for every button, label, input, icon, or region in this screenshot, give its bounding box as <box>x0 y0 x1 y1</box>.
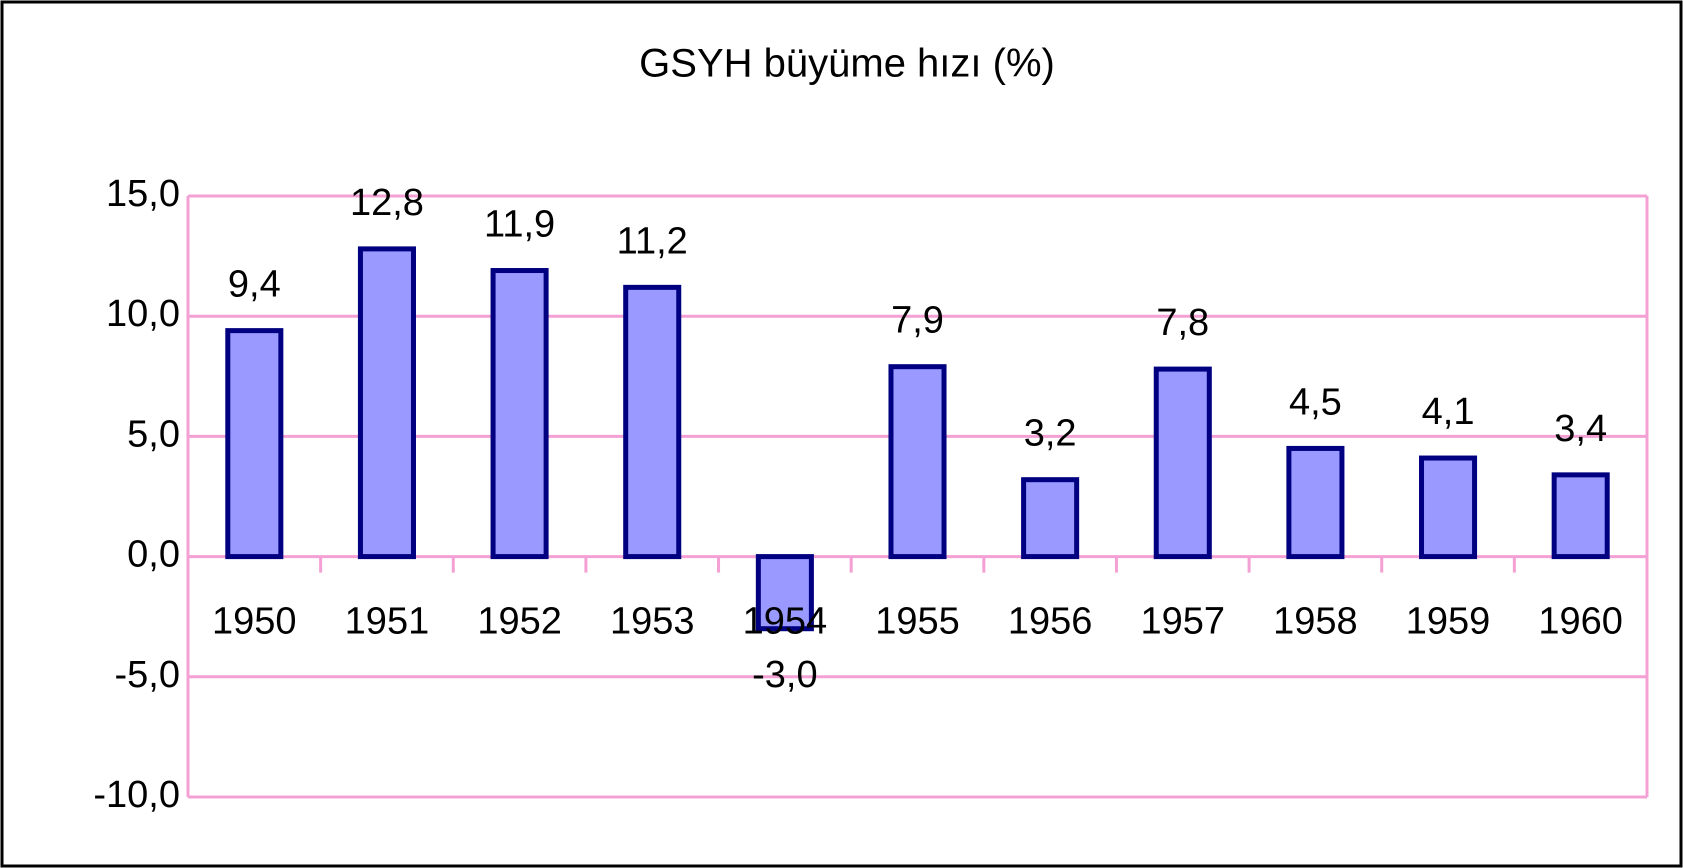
x-tick-label: 1960 <box>1538 601 1623 643</box>
data-label: 9,4 <box>228 264 281 306</box>
x-tick-label: 1954 <box>743 601 828 643</box>
data-label: 3,4 <box>1554 408 1607 450</box>
y-tick-label: 10,0 <box>106 293 180 335</box>
bar <box>490 268 549 560</box>
x-tick-label: 1950 <box>212 601 297 643</box>
bar <box>755 554 814 632</box>
x-tick-label: 1957 <box>1140 601 1225 643</box>
bar <box>1419 455 1478 560</box>
y-tick-label: 5,0 <box>127 413 180 455</box>
data-label: -3,0 <box>752 654 817 696</box>
x-tick-label: 1956 <box>1008 601 1093 643</box>
bar <box>888 364 947 560</box>
bar <box>357 246 416 560</box>
x-tick-label: 1953 <box>610 601 695 643</box>
bar <box>1153 366 1212 560</box>
x-tick-label: 1951 <box>345 601 430 643</box>
y-tick-label: 15,0 <box>106 173 180 215</box>
y-tick-label: -10,0 <box>93 774 180 816</box>
data-label: 4,5 <box>1289 381 1342 423</box>
data-label: 7,9 <box>891 300 944 342</box>
bar <box>1286 445 1345 560</box>
bar <box>623 284 682 560</box>
data-label: 3,2 <box>1024 413 1077 455</box>
x-tick-label: 1959 <box>1406 601 1491 643</box>
x-tick-label: 1952 <box>477 601 562 643</box>
x-tick-label: 1958 <box>1273 601 1358 643</box>
x-tick-label: 1955 <box>875 601 960 643</box>
data-label: 7,8 <box>1156 302 1209 344</box>
bar <box>1021 477 1080 560</box>
data-label: 11,2 <box>617 220 688 262</box>
data-label: 11,9 <box>484 204 555 246</box>
y-tick-label: 0,0 <box>127 534 180 576</box>
data-label: 4,1 <box>1422 391 1475 433</box>
data-label: 12,8 <box>350 182 424 224</box>
bar <box>225 328 284 560</box>
y-tick-label: -5,0 <box>115 654 180 696</box>
chart-title: GSYH büyüme hızı (%) <box>639 42 1055 86</box>
bar <box>1551 472 1610 560</box>
